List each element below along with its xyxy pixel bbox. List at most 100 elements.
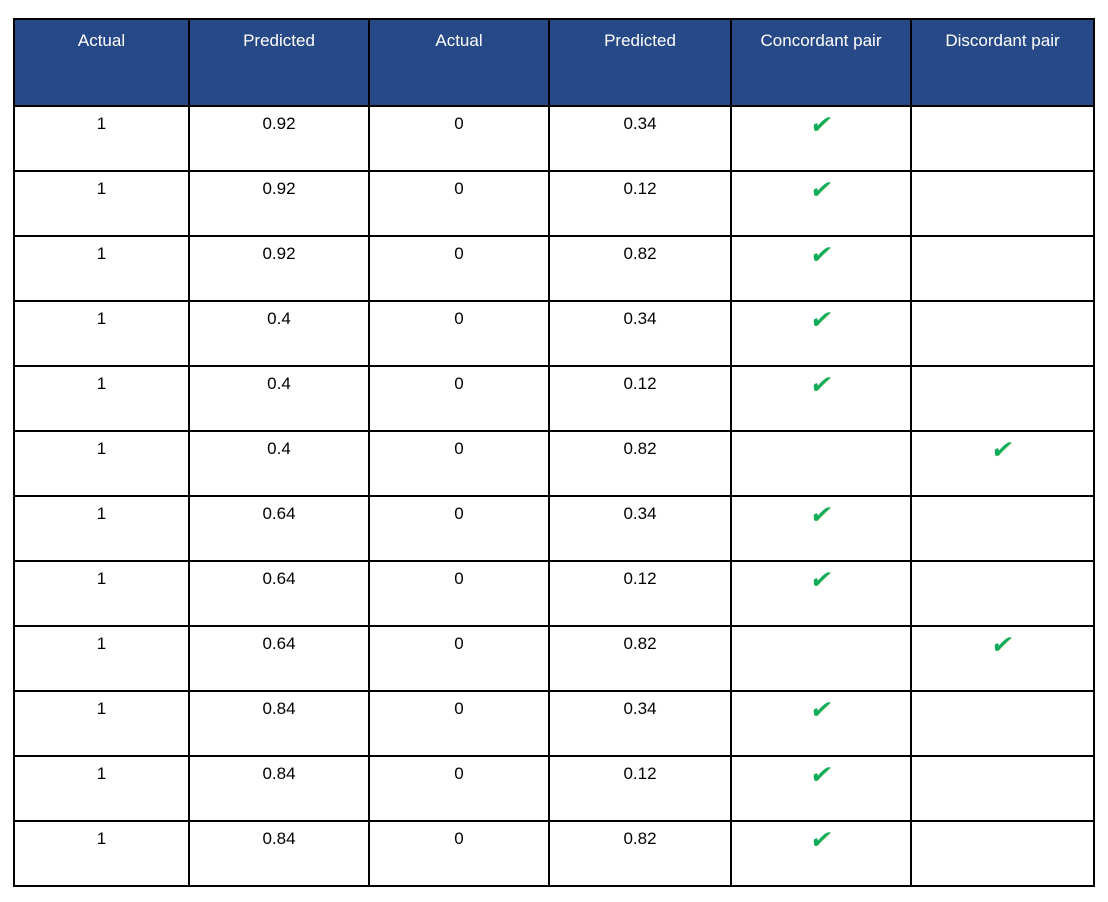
cell-value: 0 — [454, 179, 464, 198]
green-check-icon: ✔ — [807, 111, 835, 139]
header-actual-positive: Actual — [13, 18, 190, 107]
cell-value: 0.82 — [623, 829, 657, 848]
cell-value: 1 — [96, 569, 107, 588]
table-row: 1 0.4 0 0.82 ✔ — [13, 430, 1095, 497]
cell-predicted-negative: 0.82 — [548, 820, 732, 887]
cell-predicted-positive: 0.84 — [188, 690, 370, 757]
cell-discordant: ✔ — [910, 430, 1095, 497]
cell-value: 1 — [96, 374, 107, 393]
cell-predicted-negative: 0.34 — [548, 300, 732, 367]
green-check-icon: ✔ — [989, 436, 1016, 464]
cell-actual-negative: 0 — [368, 495, 550, 562]
cell-value: 0.12 — [623, 374, 657, 393]
header-discordant-pair: Discordant pair — [910, 18, 1095, 107]
cell-predicted-negative: 0.34 — [548, 495, 732, 562]
cell-concordant: ✔ — [730, 235, 912, 302]
cell-discordant — [910, 365, 1095, 432]
cell-concordant — [730, 430, 912, 497]
cell-value: 0 — [454, 569, 464, 588]
cell-value: 1 — [96, 114, 107, 133]
cell-actual-positive: 1 — [13, 755, 190, 822]
header-label: Actual — [77, 31, 126, 50]
cell-actual-positive: 1 — [13, 235, 190, 302]
header-row: Actual Predicted Actual Predicted Concor… — [13, 18, 1095, 107]
concordant-discordant-table: Actual Predicted Actual Predicted Concor… — [13, 18, 1095, 887]
cell-actual-positive: 1 — [13, 625, 190, 692]
header-predicted-positive: Predicted — [188, 18, 370, 107]
header-label: Predicted — [243, 31, 315, 50]
cell-value: 0.34 — [623, 114, 657, 133]
table-row: 1 0.84 0 0.82 ✔ — [13, 820, 1095, 887]
cell-concordant: ✔ — [730, 690, 912, 757]
cell-value: 0.4 — [267, 439, 291, 458]
table-row: 1 0.92 0 0.82 ✔ — [13, 235, 1095, 302]
header-label: Predicted — [604, 31, 676, 50]
cell-value: 0.12 — [623, 569, 657, 588]
header-label: Actual — [435, 31, 483, 50]
cell-discordant — [910, 755, 1095, 822]
cell-predicted-positive: 0.4 — [188, 365, 370, 432]
cell-predicted-positive: 0.92 — [188, 105, 370, 172]
cell-value: 0.34 — [623, 504, 657, 523]
cell-concordant — [730, 625, 912, 692]
cell-value: 0.4 — [267, 374, 291, 393]
cell-concordant: ✔ — [730, 820, 912, 887]
cell-predicted-positive: 0.64 — [188, 625, 370, 692]
cell-value: 0.92 — [262, 244, 296, 263]
table-row: 1 0.64 0 0.12 ✔ — [13, 560, 1095, 627]
cell-value: 0.34 — [623, 699, 657, 718]
table-body: 1 0.92 0 0.34 ✔ 1 0.92 0 0.12 ✔ 1 0.92 0 0.82 ✔ 1 0.4 0 0.… — [13, 105, 1095, 887]
cell-actual-negative: 0 — [368, 365, 550, 432]
cell-value: 1 — [96, 634, 107, 653]
cell-value: 1 — [96, 244, 107, 263]
cell-actual-positive: 1 — [13, 105, 190, 172]
cell-value: 1 — [96, 764, 107, 783]
cell-value: 0 — [454, 764, 464, 783]
cell-value: 0 — [454, 439, 464, 458]
cell-value: 0 — [454, 829, 464, 848]
cell-concordant: ✔ — [730, 300, 912, 367]
cell-predicted-positive: 0.92 — [188, 170, 370, 237]
cell-value: 0.92 — [262, 179, 296, 198]
table-row: 1 0.84 0 0.12 ✔ — [13, 755, 1095, 822]
cell-value: 1 — [96, 439, 107, 458]
cell-actual-negative: 0 — [368, 690, 550, 757]
green-check-icon: ✔ — [807, 826, 835, 854]
table-row: 1 0.4 0 0.12 ✔ — [13, 365, 1095, 432]
cell-actual-negative: 0 — [368, 105, 550, 172]
cell-value: 0.84 — [262, 829, 296, 848]
cell-value: 1 — [96, 179, 107, 198]
cell-actual-negative: 0 — [368, 170, 550, 237]
cell-value: 1 — [96, 829, 107, 848]
cell-actual-positive: 1 — [13, 300, 190, 367]
green-check-icon: ✔ — [807, 176, 835, 204]
cell-concordant: ✔ — [730, 365, 912, 432]
cell-actual-negative: 0 — [368, 235, 550, 302]
cell-predicted-negative: 0.12 — [548, 365, 732, 432]
cell-concordant: ✔ — [730, 170, 912, 237]
table-header: Actual Predicted Actual Predicted Concor… — [13, 18, 1095, 107]
cell-predicted-negative: 0.82 — [548, 235, 732, 302]
cell-predicted-negative: 0.34 — [548, 690, 732, 757]
cell-value: 0.82 — [623, 439, 657, 458]
cell-value: 1 — [96, 699, 107, 718]
header-predicted-negative: Predicted — [548, 18, 732, 107]
cell-value: 1 — [96, 504, 107, 523]
cell-value: 0.64 — [262, 634, 296, 653]
cell-value: 0.12 — [623, 179, 657, 198]
green-check-icon: ✔ — [807, 371, 835, 399]
cell-actual-positive: 1 — [13, 690, 190, 757]
green-check-icon: ✔ — [807, 501, 835, 529]
cell-value: 1 — [96, 309, 107, 328]
green-check-icon: ✔ — [807, 761, 835, 789]
cell-value: 0 — [454, 244, 464, 263]
cell-discordant: ✔ — [910, 625, 1095, 692]
cell-value: 0 — [454, 114, 464, 133]
cell-actual-positive: 1 — [13, 560, 190, 627]
cell-predicted-negative: 0.34 — [548, 105, 732, 172]
table-row: 1 0.4 0 0.34 ✔ — [13, 300, 1095, 367]
cell-value: 0.64 — [262, 569, 296, 588]
cell-value: 0.84 — [262, 699, 296, 718]
green-check-icon: ✔ — [807, 241, 835, 269]
cell-value: 0.4 — [267, 309, 291, 328]
